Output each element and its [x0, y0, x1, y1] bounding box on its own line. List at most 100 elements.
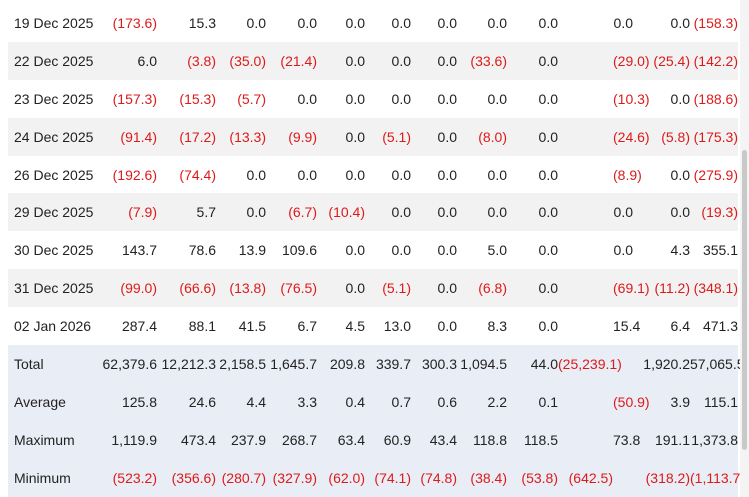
table-cell: 2.2	[457, 382, 507, 421]
table-cell: (62.0)	[317, 458, 365, 497]
row-date: 19 Dec 2025	[14, 14, 94, 31]
table-cell: 0.0	[365, 41, 411, 80]
table-cell: 0.0	[345, 14, 365, 31]
table-cell: 109.6	[281, 242, 317, 259]
table-cell: 0.0	[297, 90, 317, 107]
table-cell: 0.0	[317, 117, 365, 156]
table-cell	[558, 41, 613, 80]
table-cell: 63.4	[317, 420, 365, 459]
table-cell: 0.1	[507, 382, 558, 421]
table-cell: 0.7	[365, 382, 411, 421]
table-cell: 4.3	[670, 242, 690, 259]
table-cell: 0.0	[487, 90, 507, 107]
table-cell: (25,239.1)	[558, 345, 622, 383]
table-cell: (76.5)	[266, 269, 317, 308]
table-cell: 125.8	[98, 382, 157, 421]
table-cell: 0.0	[297, 14, 317, 31]
table-cell: 78.6	[188, 242, 216, 259]
table-cell: 0.0	[411, 193, 457, 232]
table-cell: 3.9	[633, 382, 690, 421]
table-row: 24 Dec 2025 (91.4) (17.2) (13.3) (9.9) 0.0 (5.…	[8, 117, 738, 156]
table-cell: (53.8)	[507, 458, 558, 497]
row-date: 31 Dec 2025	[8, 269, 98, 308]
table-cell: 0.0	[670, 90, 690, 107]
table-row: 26 Dec 2025 (192.6) (74.4) 0.0 0.0 0.0 0.0 0.0 0…	[8, 156, 738, 194]
table-cell: 0.0	[487, 14, 507, 31]
table-cell: 0.0	[613, 193, 633, 232]
table-row: 02 Jan 2026 287.4 88.1 41.5 6.7 4.5 13.0 0.0 8.3…	[8, 307, 738, 345]
table-cell: 0.0	[507, 269, 558, 308]
table-cell: (19.3)	[690, 193, 738, 232]
summary-row: Average 125.8 24.6 4.4 3.3 0.4 0.7 0.6 2.2 0.1 (50…	[8, 382, 738, 421]
table-cell: 118.5	[507, 420, 558, 459]
scrollbar-thumb[interactable]	[742, 150, 747, 450]
table-cell: (74.1)	[365, 458, 411, 497]
table-cell: 0.0	[391, 166, 411, 183]
table-cell: 6.4	[670, 318, 690, 335]
table-cell: 339.7	[365, 345, 411, 383]
table-cell: (10.3)	[613, 90, 650, 107]
table-cell: (66.6)	[157, 269, 216, 308]
row-date: 22 Dec 2025	[8, 41, 98, 80]
table-cell: (280.7)	[216, 458, 266, 497]
summary-row: Maximum 1,119.9 473.4 237.9 268.7 63.4 60.9 43.…	[8, 420, 738, 459]
table-cell: 118.8	[457, 420, 507, 459]
table-cell: 0.0	[216, 193, 266, 232]
table-cell: (9.9)	[266, 117, 317, 156]
table-cell: (99.0)	[98, 269, 157, 308]
table-cell: (6.7)	[266, 193, 317, 232]
table-cell: (10.4)	[317, 193, 365, 232]
table-cell: 143.7	[121, 242, 157, 259]
table-cell: 0.0	[437, 90, 457, 107]
table-cell: (29.0)	[613, 41, 650, 80]
table-cell: 0.0	[411, 117, 457, 156]
table-cell: 115.1	[690, 382, 738, 421]
table-cell: 0.0	[507, 41, 558, 80]
table-cell: 60.9	[365, 420, 411, 459]
table-cell	[613, 345, 633, 383]
table-row: 23 Dec 2025 (157.3) (15.3) (5.7) 0.0 0.0 0.0 0.…	[8, 80, 738, 118]
table-cell: 8.3	[487, 318, 507, 335]
table-cell: 300.3	[411, 345, 457, 383]
table-cell: (38.4)	[457, 458, 507, 497]
table-cell: 5.7	[157, 193, 216, 232]
table-cell: 0.0	[538, 242, 558, 259]
table-cell	[558, 382, 613, 421]
table-cell	[558, 420, 613, 459]
table-cell: 0.0	[411, 41, 457, 80]
table-cell: 0.6	[411, 382, 457, 421]
table-cell: (188.6)	[693, 90, 738, 107]
table-cell: (523.2)	[98, 458, 157, 497]
table-cell: 0.0	[633, 193, 690, 232]
table-cell: 15.4	[613, 318, 641, 335]
table-cell: 43.4	[411, 420, 457, 459]
table-cell: 0.0	[391, 90, 411, 107]
table-cell	[558, 156, 613, 194]
table-cell: 0.0	[437, 14, 457, 31]
table-cell: 0.0	[345, 90, 365, 107]
table-cell: 13.0	[383, 318, 411, 335]
table-cell: 0.0	[317, 41, 365, 80]
table-cell: (74.4)	[179, 166, 216, 183]
table-cell: 0.0	[437, 166, 457, 183]
table-cell: 0.0	[457, 193, 507, 232]
table-cell: (74.8)	[411, 458, 457, 497]
table-cell: 0.0	[391, 242, 411, 259]
summary-row: Total 62,379.6 12,212.3 2,158.5 1,645.7 209.8…	[8, 345, 745, 383]
table-cell: 0.0	[246, 14, 266, 31]
table-cell: 62,379.6	[98, 345, 157, 383]
table-cell: (1,113.7)	[690, 458, 745, 497]
table-cell: (91.4)	[98, 117, 157, 156]
table-cell: (25.4)	[633, 41, 690, 80]
table-cell: (3.8)	[157, 41, 216, 80]
table-cell: 237.9	[216, 420, 266, 459]
table-cell: 0.0	[670, 166, 690, 183]
table-cell: 6.7	[297, 318, 317, 335]
summary-row: Minimum (523.2) (356.6) (280.7) (327.9) (62.0…	[8, 458, 745, 497]
table-cell	[558, 231, 613, 269]
table-cell	[558, 269, 613, 308]
table-cell: (24.6)	[613, 117, 650, 156]
table-cell	[558, 80, 613, 118]
table-cell: (15.3)	[179, 90, 216, 107]
table-cell: 0.0	[538, 318, 558, 335]
